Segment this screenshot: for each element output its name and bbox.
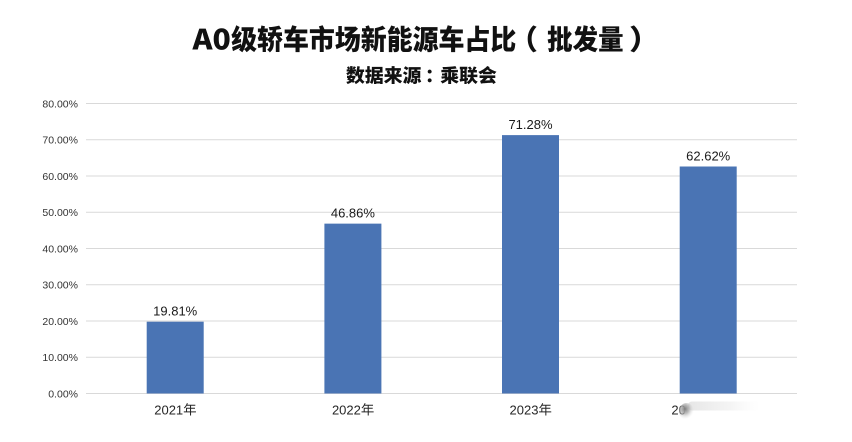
svg-text:80.00%: 80.00% xyxy=(42,98,78,110)
svg-text:20.00%: 20.00% xyxy=(42,316,78,328)
svg-text:30.00%: 30.00% xyxy=(42,280,78,292)
svg-text:62.62%: 62.62% xyxy=(686,148,731,163)
svg-text:40.00%: 40.00% xyxy=(42,243,78,255)
svg-text:50.00%: 50.00% xyxy=(42,207,78,219)
svg-text:2021: 2021 xyxy=(154,402,183,417)
svg-text:2023: 2023 xyxy=(510,402,539,417)
svg-text:19.81%: 19.81% xyxy=(153,303,198,318)
svg-text:10.00%: 10.00% xyxy=(42,352,78,364)
svg-text:70.00%: 70.00% xyxy=(42,135,78,147)
svg-text:71.28%: 71.28% xyxy=(508,117,553,132)
svg-text:60.00%: 60.00% xyxy=(42,171,78,183)
svg-text:0.00%: 0.00% xyxy=(48,388,78,400)
svg-text:2022: 2022 xyxy=(332,402,361,417)
svg-text:46.86%: 46.86% xyxy=(331,205,376,220)
